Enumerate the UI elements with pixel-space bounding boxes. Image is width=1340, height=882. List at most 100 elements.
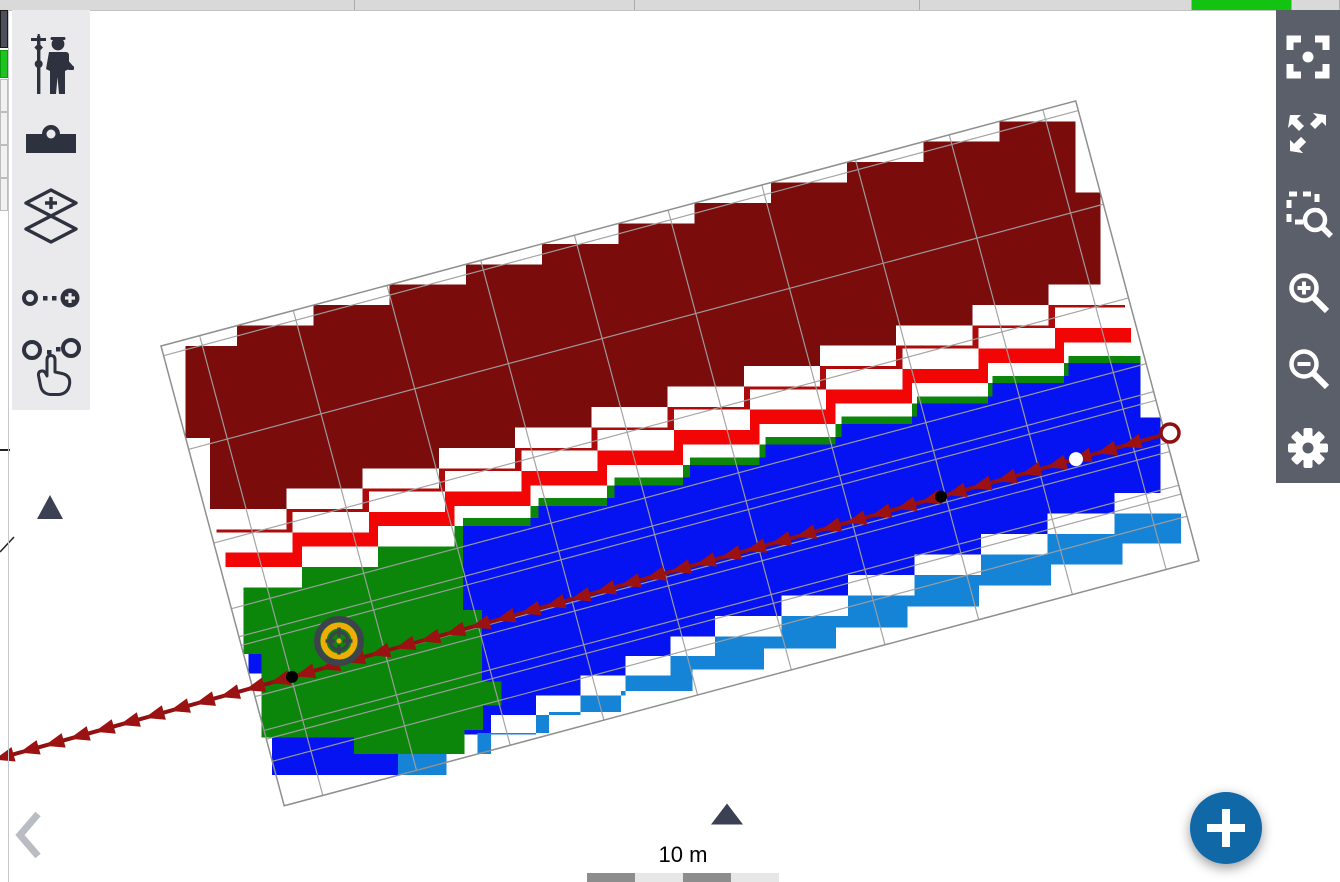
map-controls-toolbar: [1276, 10, 1340, 483]
collapsed-panel-item[interactable]: [0, 10, 8, 48]
surveyor-tool-button[interactable]: [12, 34, 90, 98]
track-arrow: [119, 712, 141, 727]
track-arrow: [1021, 461, 1043, 477]
settings-gear-icon: [1288, 428, 1328, 468]
zone-light-blue: [398, 493, 1195, 776]
track-arrow: [670, 559, 692, 574]
track-arrow: [695, 552, 717, 567]
track-arrow: [144, 705, 166, 720]
track-arrow: [219, 684, 242, 699]
track-arrow: [395, 635, 417, 651]
track-arrow: [820, 517, 843, 532]
track-arrow: [495, 607, 517, 623]
waypoint-dot: [1069, 452, 1083, 467]
position-target-marker[interactable]: [314, 616, 364, 666]
track-arrow: [470, 614, 492, 630]
track-arrow: [169, 698, 191, 713]
track-arrow: [445, 621, 467, 637]
top-progress-strip: [0, 0, 1340, 11]
select-points-tool-button[interactable]: [12, 338, 90, 414]
waypoint-dot: [286, 670, 298, 683]
base-level-icon: [26, 125, 76, 153]
top-strip-segment: [635, 0, 920, 10]
track-arrow: [595, 580, 617, 595]
track-arrow: [896, 496, 918, 511]
track-arrow: [570, 586, 592, 602]
settings-button[interactable]: [1288, 428, 1328, 468]
track-arrow: [44, 733, 66, 748]
track-arrow: [94, 719, 116, 734]
track-arrow: [545, 593, 567, 609]
collapsed-panel-item[interactable]: [0, 112, 8, 145]
track-arrow: [294, 663, 317, 679]
scale-bar-segment: [683, 873, 731, 882]
zoom-in-button[interactable]: [1289, 273, 1330, 314]
add-layers-icon: [24, 188, 78, 244]
center-focus-button[interactable]: [1286, 35, 1330, 79]
waypoint-dot: [935, 490, 947, 503]
track-arrow: [871, 503, 893, 518]
expand-fullscreen-button[interactable]: [1288, 113, 1326, 153]
center-focus-icon: [1286, 35, 1330, 79]
top-strip-segment-active: [1192, 0, 1292, 10]
field-boundary: [160, 99, 1200, 807]
add-point-to-line-tool-button[interactable]: [12, 286, 90, 310]
track-arrow: [846, 510, 868, 525]
scale-bar-segment: [731, 873, 779, 882]
scale-bar-segment: [587, 873, 635, 882]
track-arrow: [520, 600, 542, 616]
collapse-panel-button[interactable]: [8, 802, 56, 871]
zone-bright-red: [216, 307, 1141, 588]
track-end-marker: [1159, 422, 1181, 444]
track-arrow: [0, 747, 16, 762]
top-strip-segment: [355, 0, 635, 10]
zoom-in-icon: [1289, 273, 1330, 314]
track-arrow: [370, 642, 392, 658]
track-arrow: [1096, 440, 1118, 456]
track-arrow: [745, 538, 768, 553]
zone-dark-red: [161, 100, 1125, 530]
collapsed-panel-item[interactable]: [0, 79, 8, 112]
track-arrow: [1121, 433, 1143, 449]
zoom-to-region-button[interactable]: [1286, 191, 1333, 238]
track-arrow: [194, 691, 216, 706]
zoom-out-icon: [1289, 349, 1330, 390]
panel-divider: [8, 10, 9, 882]
track-arrow: [620, 573, 642, 588]
collapsed-panel-item[interactable]: [0, 178, 8, 211]
zone-green: [225, 342, 1145, 755]
surveyor-icon: [31, 34, 74, 94]
track-arrow: [795, 524, 818, 539]
track-arrow: [420, 628, 442, 644]
track-arrow: [996, 468, 1018, 484]
select-points-icon: [22, 338, 81, 396]
top-strip-segment: [0, 0, 355, 10]
track-arrow: [770, 531, 793, 546]
top-strip-segment: [920, 0, 1192, 10]
collapsed-panel-item[interactable]: [0, 50, 8, 78]
zoom-region-icon: [1286, 191, 1333, 238]
collapsed-panel-item[interactable]: [0, 145, 8, 178]
track-arrow: [19, 740, 41, 755]
track-arrow: [69, 726, 91, 741]
top-strip-segment: [1292, 0, 1340, 10]
pan-left-arrow[interactable]: [37, 495, 63, 519]
scale-bar-label: 10 m: [658, 842, 708, 867]
scale-bar-segment: [635, 873, 683, 882]
pan-down-arrow[interactable]: [711, 803, 743, 825]
expand-icon: [1288, 113, 1326, 153]
track-arrow: [1046, 454, 1068, 470]
left-toolbar: [12, 10, 90, 410]
base-level-tool-button[interactable]: [12, 123, 90, 157]
add-button[interactable]: [1190, 792, 1262, 864]
track-arrow: [269, 670, 292, 685]
add-point-line-icon: [22, 288, 80, 308]
add-layers-tool-button[interactable]: [12, 186, 90, 246]
track-arrow: [720, 545, 743, 560]
gps-track: [0, 422, 1181, 762]
collapsed-side-panel: [0, 0, 9, 882]
zoom-out-button[interactable]: [1289, 349, 1330, 390]
track-arrow: [971, 475, 993, 491]
